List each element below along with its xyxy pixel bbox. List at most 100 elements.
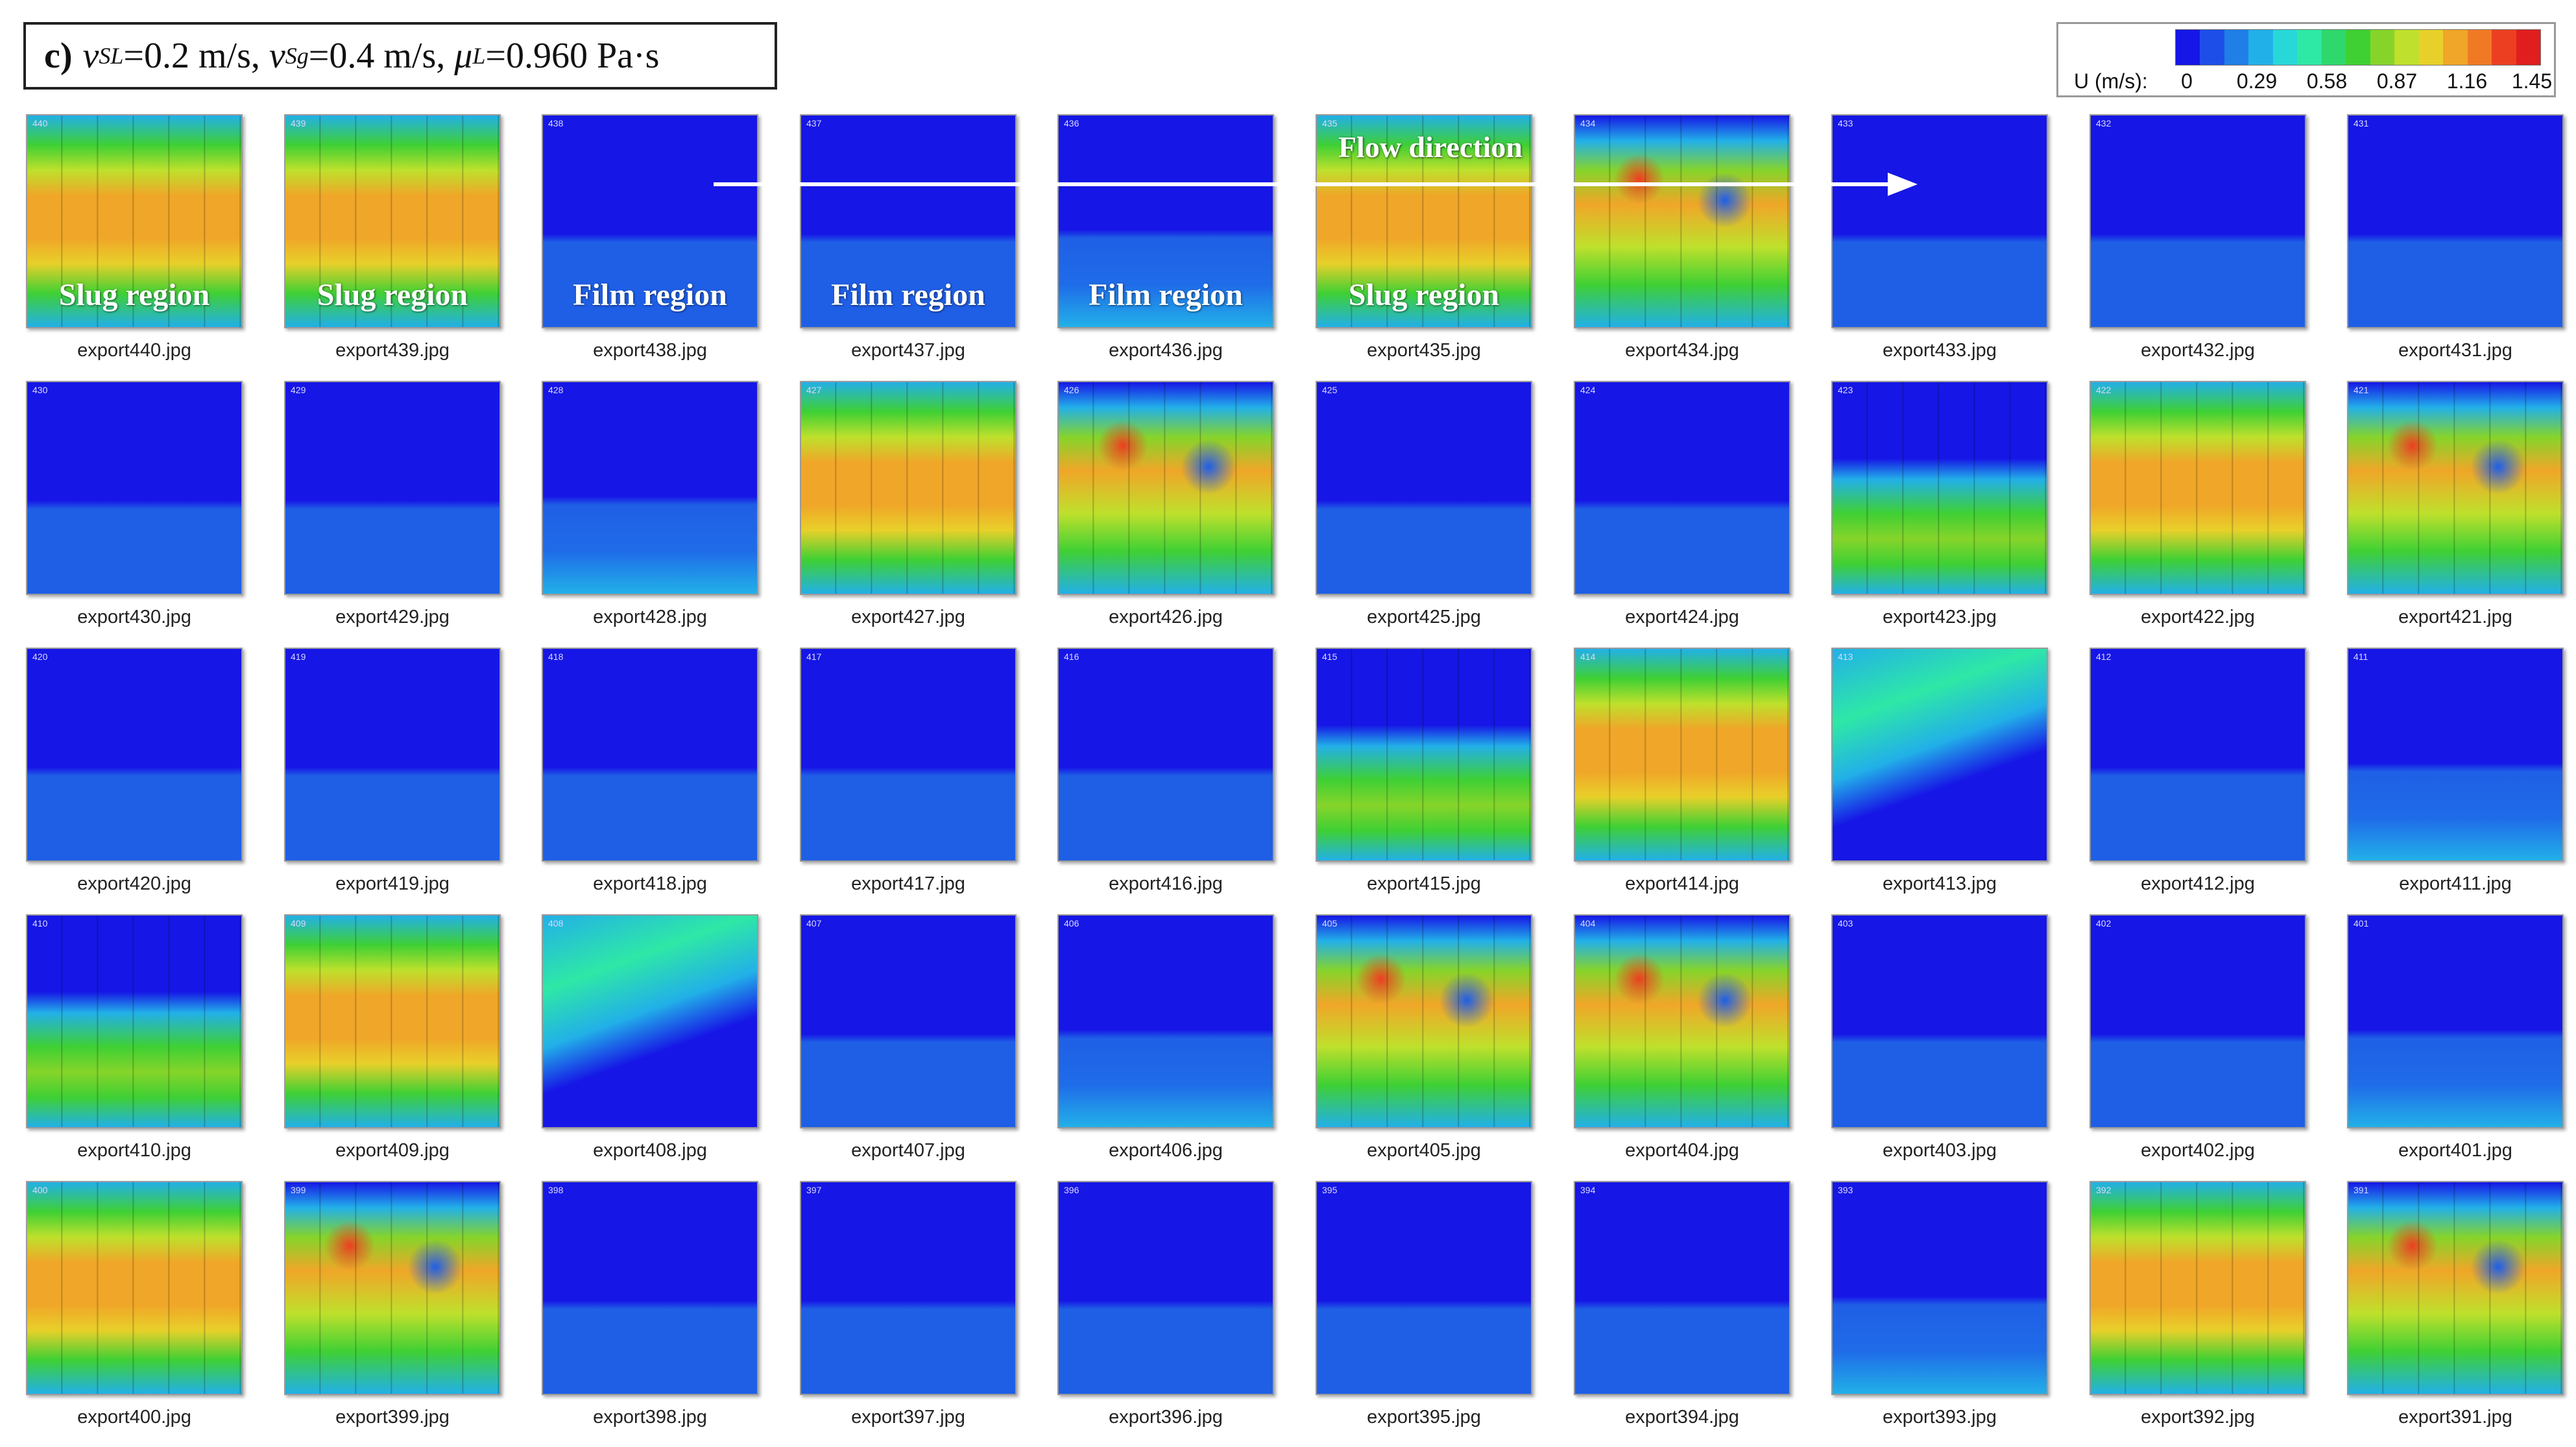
- legend-swatch: [2370, 30, 2395, 65]
- export-image-panel: 415: [1316, 648, 1532, 862]
- export-image-panel: 425: [1316, 381, 1532, 595]
- frame-number: 395: [1322, 1185, 1338, 1195]
- export-image-panel: 396: [1057, 1181, 1274, 1395]
- image-filename-caption: export403.jpg: [1883, 1140, 1997, 1161]
- frame-number: 430: [32, 385, 48, 395]
- export-image-panel: 424: [1574, 381, 1790, 595]
- frame-number: 426: [1064, 385, 1079, 395]
- export-image-panel: 430: [26, 381, 243, 595]
- export-image-panel: 440 Slug region: [26, 114, 243, 328]
- image-filename-caption: export399.jpg: [335, 1407, 450, 1428]
- export-image-panel: 409: [284, 914, 501, 1128]
- image-filename-caption: export412.jpg: [2141, 873, 2255, 894]
- frame-number: 436: [1064, 118, 1079, 128]
- region-label: Film region: [831, 278, 985, 312]
- legend-swatch: [2346, 30, 2370, 65]
- legend-color-bar: [2175, 29, 2541, 66]
- image-filename-caption: export432.jpg: [2141, 340, 2255, 361]
- export-image-panel: 401: [2347, 914, 2564, 1128]
- export-image-panel: 413: [1831, 648, 2048, 862]
- frame-number: 411: [2353, 651, 2368, 662]
- frame-number: 399: [291, 1185, 306, 1195]
- image-filename-caption: export394.jpg: [1625, 1407, 1739, 1428]
- frame-number: 393: [1838, 1185, 1853, 1195]
- frame-number: 398: [548, 1185, 564, 1195]
- legend-swatch: [2321, 30, 2346, 65]
- legend-swatch: [2176, 30, 2200, 65]
- legend-swatch: [2200, 30, 2224, 65]
- export-image-panel: 431: [2347, 114, 2564, 328]
- image-filename-caption: export434.jpg: [1625, 340, 1739, 361]
- export-image-panel: 434: [1574, 114, 1790, 328]
- frame-number: 438: [548, 118, 564, 128]
- export-image-panel: 400: [26, 1181, 243, 1395]
- image-filename-caption: export413.jpg: [1883, 873, 1997, 894]
- frame-number: 428: [548, 385, 564, 395]
- flow-direction-arrow-line: [714, 182, 1894, 186]
- legend-tick: 0: [2181, 69, 2193, 93]
- frame-number: 407: [806, 918, 822, 929]
- frame-number: 401: [2353, 918, 2369, 929]
- frame-number: 405: [1322, 918, 1338, 929]
- frame-number: 439: [291, 118, 306, 128]
- frame-number: 410: [32, 918, 48, 929]
- vsg-value: =0.4 m/s,: [308, 36, 446, 76]
- export-image-panel: 391: [2347, 1181, 2564, 1395]
- export-image-panel: 399: [284, 1181, 501, 1395]
- mu-value: =0.960 Pa·s: [485, 36, 660, 76]
- frame-number: 425: [1322, 385, 1338, 395]
- export-image-panel: 428: [542, 381, 758, 595]
- image-filename-caption: export420.jpg: [77, 873, 191, 894]
- image-filename-caption: export427.jpg: [851, 607, 965, 627]
- frame-number: 414: [1580, 651, 1596, 662]
- frame-number: 394: [1580, 1185, 1596, 1195]
- image-filename-caption: export398.jpg: [593, 1407, 707, 1428]
- image-filename-caption: export437.jpg: [851, 340, 965, 361]
- image-filename-caption: export431.jpg: [2398, 340, 2512, 361]
- frame-number: 421: [2353, 385, 2369, 395]
- figure-title: c) v SL =0.2 m/s, v Sg =0.4 m/s, μ L =0.960 Pa…: [23, 22, 777, 90]
- export-image-panel: 423: [1831, 381, 2048, 595]
- legend-tick: 1.45: [2511, 69, 2553, 93]
- frame-number: 422: [2096, 385, 2112, 395]
- frame-number: 420: [32, 651, 48, 662]
- frame-number: 396: [1064, 1185, 1079, 1195]
- image-filename-caption: export414.jpg: [1625, 873, 1739, 894]
- export-image-panel: 436 Film region: [1057, 114, 1274, 328]
- image-filename-caption: export424.jpg: [1625, 607, 1739, 627]
- mu-subscript: L: [472, 43, 486, 69]
- vsl-subscript: SL: [99, 43, 124, 69]
- image-filename-caption: export410.jpg: [77, 1140, 191, 1161]
- flow-direction-arrow-head: [1888, 173, 1918, 196]
- legend-swatch: [2297, 30, 2322, 65]
- export-image-panel: 416: [1057, 648, 1274, 862]
- image-filename-caption: export429.jpg: [335, 607, 450, 627]
- frame-number: 416: [1064, 651, 1079, 662]
- image-filename-caption: export430.jpg: [77, 607, 191, 627]
- frame-number: 406: [1064, 918, 1079, 929]
- region-label: Slug region: [58, 278, 210, 312]
- image-filename-caption: export426.jpg: [1109, 607, 1223, 627]
- velocity-legend: U (m/s): 0 0.29 0.58 0.87 1.16 1.45: [2056, 22, 2556, 97]
- export-image-panel: 420: [26, 648, 243, 862]
- vsg-subscript: Sg: [285, 43, 309, 69]
- image-filename-caption: export404.jpg: [1625, 1140, 1739, 1161]
- export-image-panel: 408: [542, 914, 758, 1128]
- vsl-value: =0.2 m/s,: [123, 36, 260, 76]
- legend-tick: 0.87: [2376, 69, 2418, 93]
- frame-number: 433: [1838, 118, 1853, 128]
- export-image-panel: 421: [2347, 381, 2564, 595]
- legend-swatch: [2224, 30, 2249, 65]
- image-filename-caption: export435.jpg: [1367, 340, 1481, 361]
- image-filename-caption: export423.jpg: [1883, 607, 1997, 627]
- legend-unit: U (m/s):: [2074, 69, 2148, 93]
- export-image-panel: 432: [2089, 114, 2306, 328]
- export-image-panel: 426: [1057, 381, 1274, 595]
- image-filename-caption: export397.jpg: [851, 1407, 965, 1428]
- frame-number: 400: [32, 1185, 48, 1195]
- vsl-symbol: v: [82, 36, 99, 76]
- legend-swatch: [2492, 30, 2516, 65]
- legend-swatch: [2516, 30, 2541, 65]
- frame-number: 437: [806, 118, 822, 128]
- image-filename-caption: export425.jpg: [1367, 607, 1481, 627]
